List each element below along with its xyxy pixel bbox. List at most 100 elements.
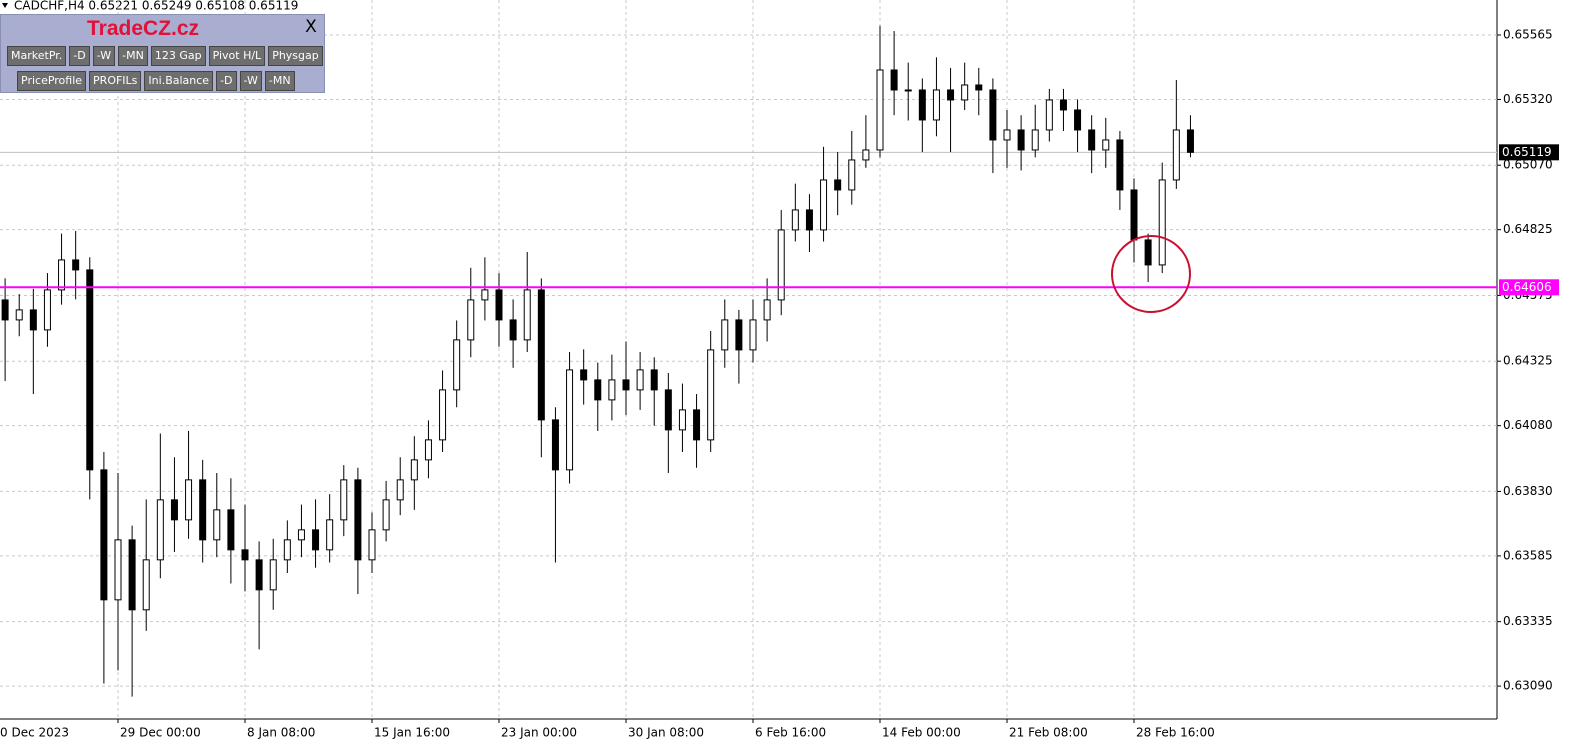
- panel-button[interactable]: -W: [239, 71, 262, 91]
- candle-body: [650, 369, 658, 391]
- candle-body: [481, 289, 489, 301]
- grid: [0, 0, 1497, 719]
- x-tick-label: 0 Dec 2023: [0, 726, 69, 740]
- x-tick-label: 28 Feb 16:00: [1136, 726, 1215, 740]
- panel-button[interactable]: -MN: [118, 46, 148, 66]
- candle-body: [29, 309, 37, 331]
- candle-body: [185, 479, 193, 521]
- panel-button[interactable]: Ini.Balance: [144, 71, 214, 91]
- candle-body: [467, 299, 475, 341]
- candle-body: [1158, 179, 1166, 266]
- candle-body: [721, 319, 729, 351]
- panel-button[interactable]: Pivot H/L: [208, 46, 266, 66]
- candle-body: [848, 159, 856, 191]
- panel-button[interactable]: -MN: [264, 71, 295, 91]
- candle-body: [1144, 239, 1152, 266]
- panel-close[interactable]: X: [305, 17, 317, 37]
- candle-body: [340, 479, 348, 521]
- candle-body: [537, 289, 545, 421]
- panel-title: TradeCZ.cz: [87, 17, 200, 40]
- candle-body: [777, 229, 785, 301]
- candle-body: [947, 89, 955, 101]
- candle-body: [509, 319, 517, 341]
- x-tick-label: 14 Feb 00:00: [882, 726, 961, 740]
- candle-body: [791, 209, 799, 231]
- candle-body: [580, 369, 588, 381]
- candle-body: [735, 319, 743, 351]
- candle-body: [255, 559, 263, 591]
- candle-body: [1116, 139, 1124, 191]
- button-row: PriceProfile PROFILs Ini.Balance -D -W -MN: [17, 71, 295, 91]
- x-tick-label: 15 Jan 16:00: [374, 726, 450, 740]
- candle-body: [1003, 129, 1011, 141]
- panel-button[interactable]: 123 Gap: [150, 46, 206, 66]
- candle-body: [904, 89, 912, 92]
- candle-body: [72, 259, 80, 271]
- candle-body: [975, 84, 983, 91]
- y-tick-label: 0.63335: [1503, 614, 1553, 628]
- y-tick-label: 0.64080: [1503, 418, 1553, 432]
- x-tick-label: 30 Jan 08:00: [628, 726, 704, 740]
- y-tick-label: 0.65320: [1503, 92, 1553, 106]
- panel-button[interactable]: PROFILs: [89, 71, 142, 91]
- candle-body: [170, 499, 178, 521]
- candle-body: [989, 89, 997, 141]
- candle-body: [664, 389, 672, 431]
- candle-body: [890, 69, 898, 91]
- panel-button[interactable]: MarketPr.: [7, 46, 67, 66]
- y-tick-label: 0.65070: [1503, 158, 1553, 172]
- level-label-box: [1499, 279, 1559, 296]
- y-tick-label: 0.64325: [1503, 354, 1553, 368]
- candle-body: [213, 509, 221, 541]
- candle-body: [43, 289, 51, 331]
- candle-body: [1130, 189, 1138, 241]
- y-tick-label: 0.63090: [1503, 679, 1553, 693]
- candle-body: [495, 289, 503, 321]
- candle-body: [693, 409, 701, 441]
- candle-body: [566, 369, 574, 471]
- candle-body: [918, 89, 926, 121]
- candle-body: [326, 519, 334, 551]
- chart-title: CADCHF,H4 0.65221 0.65249 0.65108 0.6511…: [14, 0, 298, 13]
- candle-body: [551, 419, 559, 471]
- candle-body: [297, 529, 305, 541]
- candle-body: [15, 309, 23, 321]
- candle-body: [142, 559, 150, 611]
- annotation-circle: [1111, 235, 1191, 313]
- candle-body: [424, 439, 432, 461]
- candle-body: [678, 409, 686, 431]
- candle-body: [608, 379, 616, 401]
- panel-button[interactable]: PriceProfile: [17, 71, 87, 91]
- x-tick-label: 29 Dec 00:00: [120, 726, 201, 740]
- candle-body: [269, 559, 277, 591]
- y-tick-label: 0.63585: [1503, 548, 1553, 562]
- candle-body: [805, 209, 813, 231]
- button-row: MarketPr. -D -W -MN 123 Gap Pivot H/L Physgap: [7, 46, 323, 66]
- candle-body: [114, 539, 122, 601]
- panel-button[interactable]: Physgap: [268, 46, 323, 66]
- panel-button[interactable]: -D: [69, 46, 90, 66]
- candle-body: [1031, 129, 1039, 151]
- level-label: 0.64606: [1502, 280, 1552, 294]
- candle-body: [932, 89, 940, 121]
- candle-body: [1074, 109, 1082, 131]
- candle-body: [227, 509, 235, 551]
- panel-button[interactable]: -D: [216, 71, 237, 91]
- candle-body: [876, 69, 884, 151]
- y-tick-label: 0.64825: [1503, 222, 1553, 236]
- panel-button[interactable]: -W: [92, 46, 116, 66]
- candle-body: [312, 529, 320, 551]
- candle-body: [834, 179, 842, 191]
- candle-body: [354, 479, 362, 561]
- candle-body: [199, 479, 207, 541]
- candle-body: [453, 339, 461, 391]
- candle-body: [58, 259, 66, 291]
- candle-body: [439, 389, 447, 441]
- candle-body: [368, 529, 376, 561]
- candle-body: [396, 479, 404, 501]
- candle-body: [1017, 129, 1025, 151]
- candle-body: [100, 469, 108, 601]
- candle-body: [128, 539, 136, 611]
